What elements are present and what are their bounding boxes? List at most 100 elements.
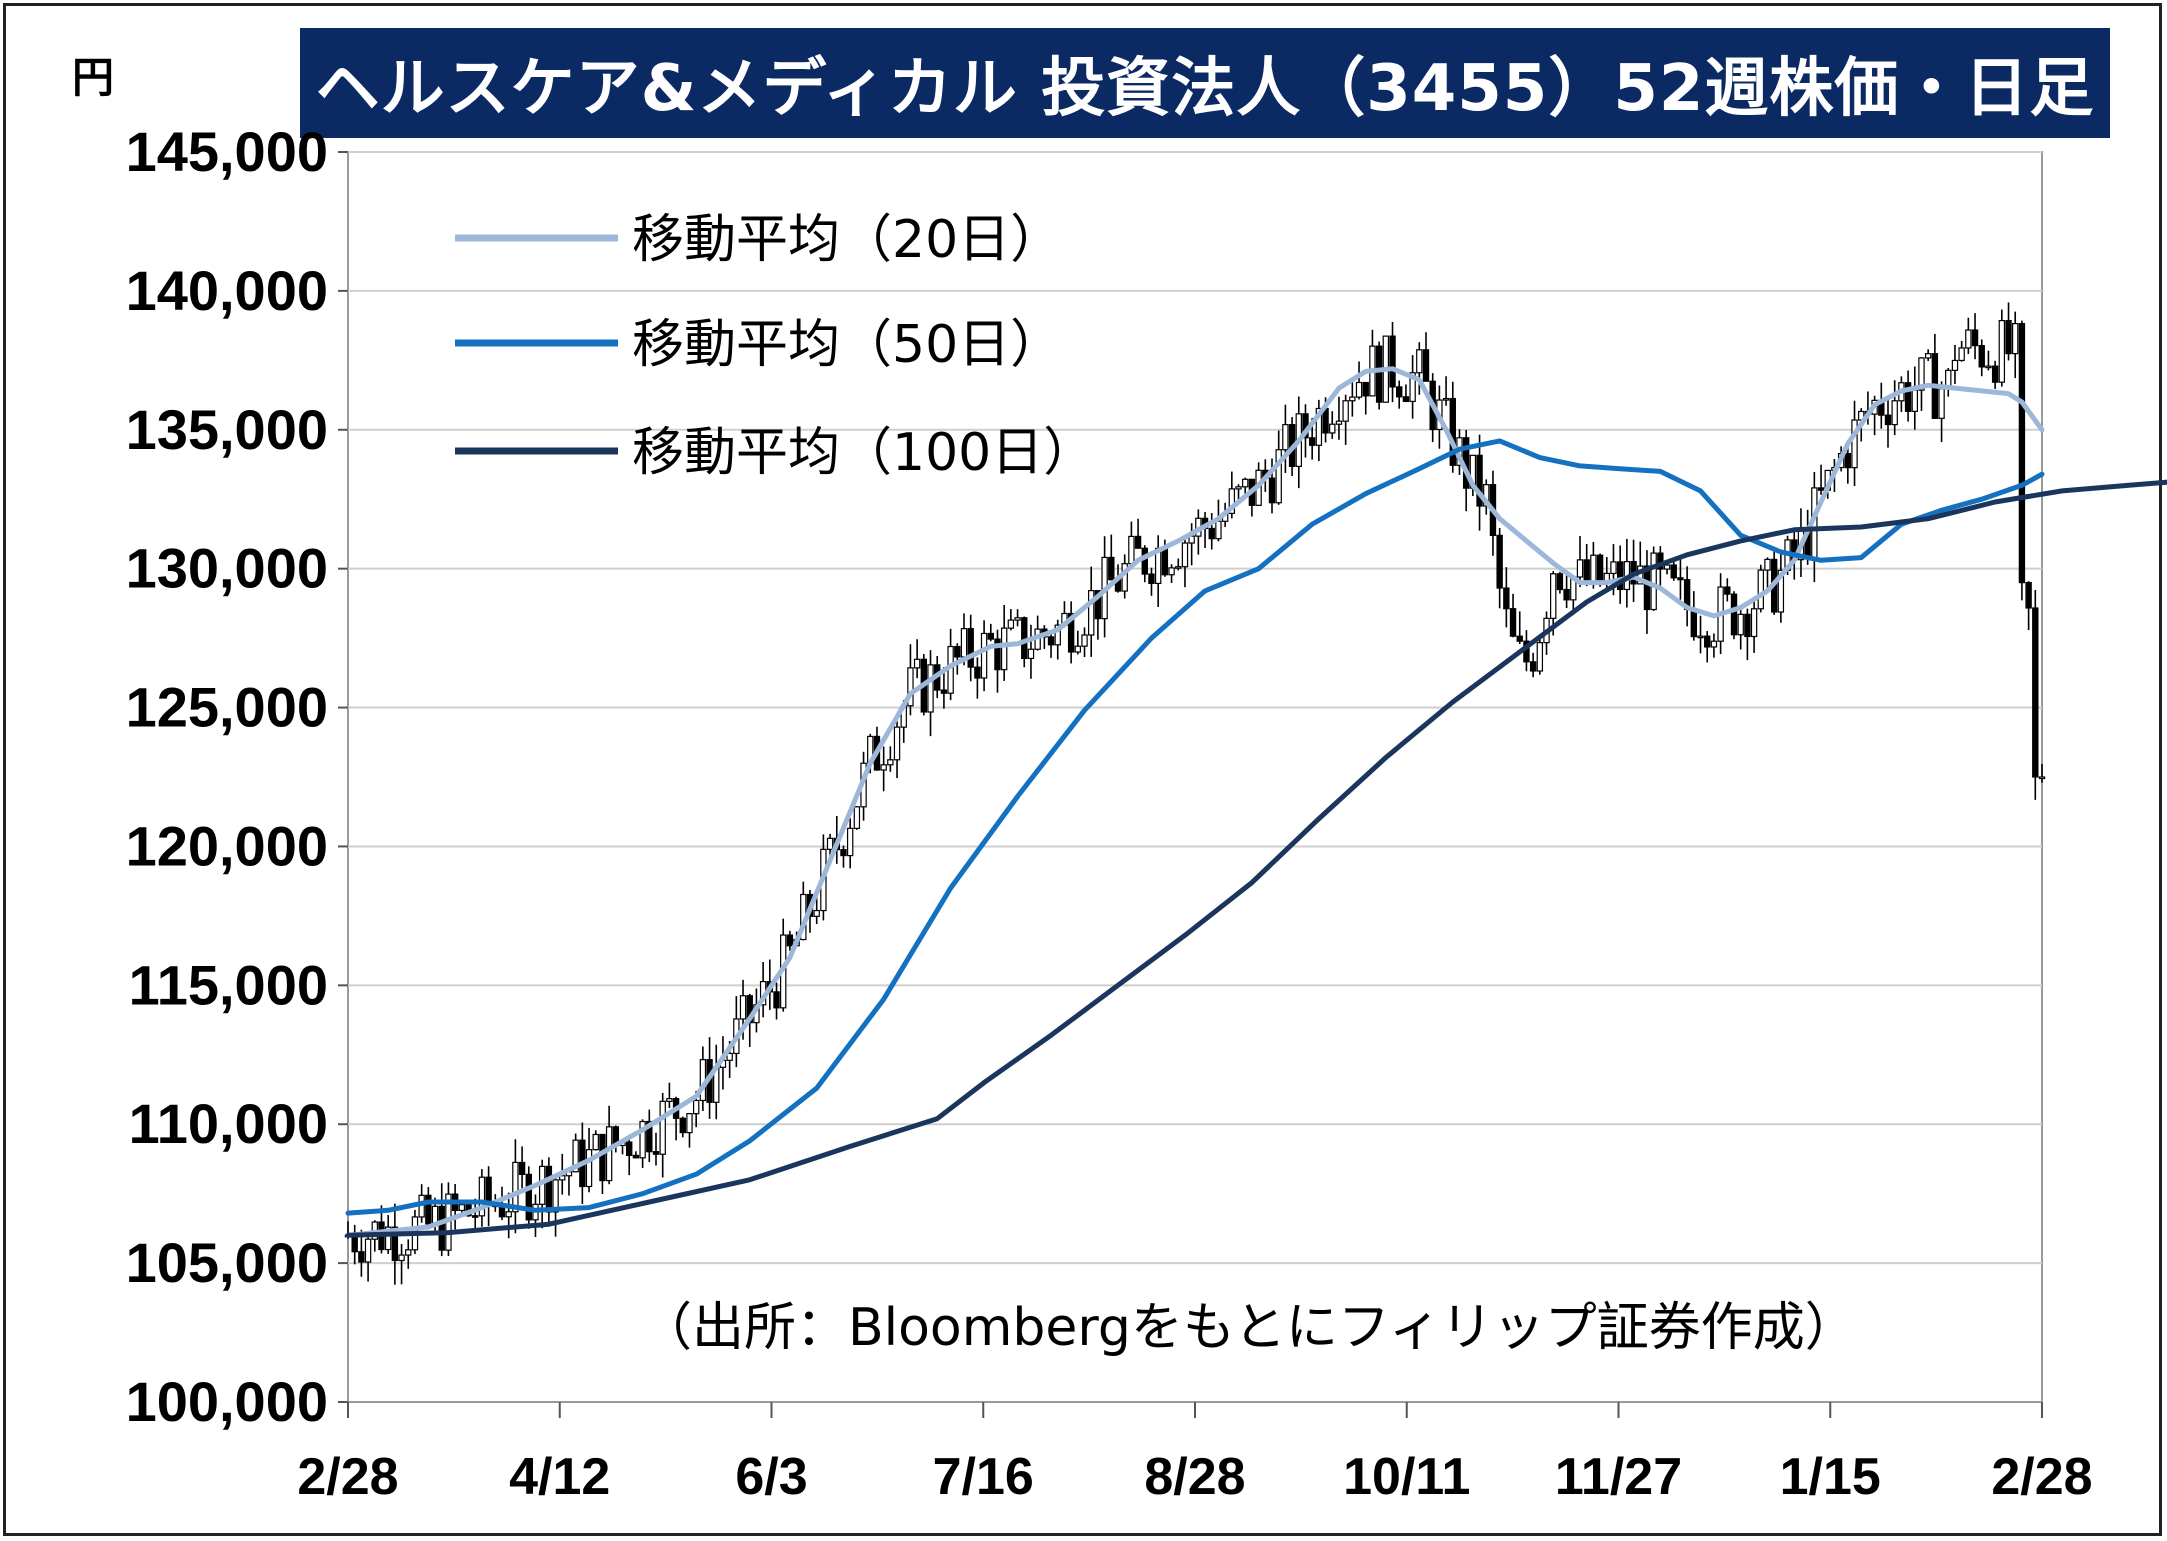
candle-body — [1242, 478, 1249, 488]
candle-body — [1938, 388, 1945, 419]
candle-body — [1596, 554, 1604, 585]
y-axis-ticks: 100,000 105,000 110,000 115,000 120,000 125,0… — [126, 120, 348, 1433]
candle-body — [994, 638, 1001, 671]
candle-body — [1000, 627, 1008, 671]
candle-body — [1088, 590, 1095, 636]
candle-body — [1228, 488, 1236, 514]
candle-body — [605, 1126, 613, 1182]
candle-body — [1108, 556, 1115, 581]
candle-body — [1516, 635, 1523, 642]
candle-body — [893, 726, 901, 761]
x-axis-ticks: 2/28 4/12 6/3 7/16 8/28 10/11 11/27 1/15 2/28 — [297, 1402, 2093, 1506]
candle-body — [572, 1139, 579, 1173]
candle-body — [1764, 558, 1771, 571]
candle-body — [1282, 424, 1289, 451]
candle-body — [1094, 590, 1102, 620]
candle-body — [1355, 381, 1363, 398]
series-line-ma20 — [345, 366, 2045, 1238]
candle-body — [1744, 613, 1751, 638]
candle-body — [1918, 357, 1925, 391]
y-tick-label: 115,000 — [129, 953, 328, 1016]
candle-body — [525, 1173, 532, 1221]
candle-body — [1536, 642, 1544, 672]
candle-body — [1965, 329, 1972, 349]
candle-body — [512, 1161, 519, 1213]
y-tick-label: 105,000 — [126, 1231, 328, 1294]
candle-body — [1422, 349, 1430, 382]
candle-body — [1067, 612, 1075, 653]
candle-body — [2025, 582, 2032, 609]
candle-body — [1315, 407, 1323, 446]
candle-body — [425, 1194, 432, 1225]
candle-body — [1991, 365, 1999, 383]
candle-body — [1081, 634, 1088, 647]
candle-body — [907, 667, 914, 707]
candle-body — [1389, 335, 1396, 388]
candle-body — [692, 1099, 700, 1115]
candle-body — [1141, 547, 1148, 575]
candle-body — [1985, 365, 1992, 369]
candle-body — [1851, 419, 1858, 469]
legend-label-ma100: 移動平均（100日） — [632, 423, 1095, 483]
candle-body — [1737, 613, 1744, 636]
candle-body — [1777, 569, 1785, 613]
candle-body — [1730, 593, 1738, 636]
candle-body — [960, 628, 968, 658]
series-line-ma100 — [345, 479, 2167, 1238]
candle-body — [1449, 397, 1456, 466]
candle-body — [1884, 414, 1892, 426]
y-tick-label: 130,000 — [126, 537, 328, 600]
y-tick-label: 100,000 — [126, 1370, 328, 1433]
moving-average-lines — [345, 366, 2167, 1238]
candle-body — [1904, 382, 1912, 412]
candle-body — [632, 1154, 640, 1159]
x-tick-label: 2/28 — [1991, 1448, 2092, 1506]
candle-body — [364, 1238, 372, 1263]
candle-body — [1396, 386, 1403, 398]
candle-body — [1021, 617, 1028, 660]
candle-body — [1181, 542, 1189, 568]
candle-body — [2018, 322, 2026, 584]
candle-body — [585, 1149, 593, 1188]
candle-body — [1844, 453, 1852, 469]
candle-body — [1442, 397, 1450, 401]
candle-body — [545, 1165, 553, 1213]
candle-body — [880, 764, 887, 771]
y-tick-label: 140,000 — [126, 259, 328, 322]
candle-body — [967, 628, 974, 668]
series-line-ma50 — [345, 438, 2045, 1216]
candle-body — [1402, 396, 1410, 402]
candle-body — [846, 827, 854, 857]
chart-frame — [3, 3, 2162, 1536]
candle-body — [1509, 608, 1517, 637]
y-tick-label: 145,000 — [126, 120, 328, 183]
candle-body — [472, 1215, 479, 1218]
candle-body — [1924, 353, 1932, 359]
candle-body — [1677, 577, 1684, 581]
y-tick-label: 110,000 — [129, 1092, 328, 1155]
candle-body — [1610, 561, 1617, 575]
candle-body — [438, 1205, 445, 1251]
chart-title: ヘルスケア&メディカル 投資法人（3455）52週株価・日足 — [300, 28, 2110, 138]
candle-body — [652, 1151, 660, 1155]
candle-body — [1556, 573, 1564, 591]
candle-body — [1704, 635, 1711, 648]
candle-body — [639, 1120, 646, 1159]
candle-body — [351, 1235, 358, 1253]
candle-body — [398, 1254, 405, 1262]
y-tick-label: 135,000 — [126, 398, 328, 461]
candle-body — [1476, 454, 1483, 507]
candle-body — [599, 1133, 606, 1182]
legend: 移動平均（20日） 移動平均（50日） 移動平均（100日） — [455, 210, 1095, 483]
candle-body — [458, 1204, 466, 1212]
candle-body — [1047, 636, 1055, 646]
candle-body — [1529, 661, 1537, 672]
legend-label-ma50: 移動平均（50日） — [632, 315, 1062, 375]
candle-body — [1128, 535, 1135, 565]
candle-body — [1349, 396, 1356, 402]
candle-body — [1697, 635, 1704, 639]
candle-body — [1027, 648, 1035, 660]
candle-body — [980, 632, 988, 679]
y-tick-label: 120,000 — [126, 814, 328, 877]
candle-body — [887, 759, 894, 766]
